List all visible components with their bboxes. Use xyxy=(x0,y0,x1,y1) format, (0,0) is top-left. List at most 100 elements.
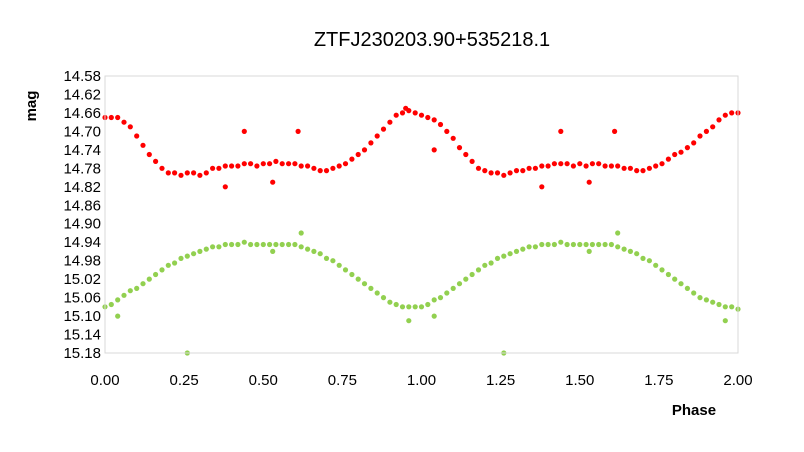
data-point xyxy=(596,161,602,167)
data-point xyxy=(330,165,336,171)
data-point xyxy=(184,253,190,259)
data-point xyxy=(412,110,418,116)
data-points xyxy=(102,105,741,356)
data-point xyxy=(570,163,577,169)
data-point xyxy=(134,285,140,291)
data-point xyxy=(678,281,684,287)
data-point xyxy=(403,105,409,111)
data-point xyxy=(229,241,235,248)
y-tick-label: 14.78 xyxy=(63,160,101,177)
data-point xyxy=(678,149,684,155)
data-point xyxy=(577,161,583,167)
data-point xyxy=(615,244,621,250)
data-point xyxy=(659,161,665,167)
data-point xyxy=(612,128,618,134)
data-point xyxy=(178,255,184,261)
data-point xyxy=(270,179,276,185)
data-point xyxy=(703,297,710,303)
data-point xyxy=(520,246,526,252)
data-point xyxy=(267,161,273,167)
data-point xyxy=(165,170,171,176)
data-point xyxy=(374,290,380,296)
data-point xyxy=(229,163,235,169)
data-point xyxy=(640,255,646,261)
data-point xyxy=(456,145,463,151)
data-point xyxy=(115,114,121,121)
data-point xyxy=(317,168,323,174)
y-tick-label: 14.86 xyxy=(63,197,101,214)
data-point xyxy=(431,297,437,303)
data-point xyxy=(349,271,355,278)
data-point xyxy=(627,165,634,171)
data-point xyxy=(482,168,488,174)
data-point xyxy=(146,276,152,282)
data-point xyxy=(336,163,342,169)
data-point xyxy=(260,241,266,248)
data-point xyxy=(115,297,121,303)
data-point xyxy=(203,246,209,252)
series-1 xyxy=(102,105,741,190)
data-point xyxy=(437,295,444,301)
data-point xyxy=(710,299,716,305)
data-point xyxy=(121,119,127,125)
data-point xyxy=(305,246,311,252)
data-point xyxy=(475,267,482,273)
data-point xyxy=(361,281,368,287)
data-point xyxy=(241,239,247,245)
data-point xyxy=(387,299,393,305)
data-point xyxy=(691,290,697,296)
data-point xyxy=(539,163,545,169)
data-point xyxy=(729,110,735,116)
data-point xyxy=(127,288,133,294)
data-point xyxy=(716,301,722,308)
data-point xyxy=(539,241,545,248)
y-tick-label: 14.94 xyxy=(63,234,101,251)
data-point xyxy=(323,168,330,174)
x-tick-label: 1.00 xyxy=(407,372,436,389)
data-point xyxy=(634,168,640,174)
data-point xyxy=(298,244,304,250)
data-point xyxy=(267,241,273,248)
data-point xyxy=(393,301,399,308)
x-tick-label: 0.00 xyxy=(90,372,119,389)
data-point xyxy=(270,248,276,254)
data-point xyxy=(374,133,380,139)
data-point xyxy=(330,258,336,264)
data-point xyxy=(153,271,159,278)
data-point xyxy=(146,151,152,158)
y-tick-label: 14.90 xyxy=(63,216,101,233)
data-point xyxy=(368,140,374,146)
data-point xyxy=(159,165,165,171)
data-point xyxy=(273,241,279,248)
x-axis-label: Phase xyxy=(672,402,716,419)
data-point xyxy=(115,313,121,319)
y-tick-label: 14.62 xyxy=(63,86,101,103)
y-tick-label: 15.06 xyxy=(63,290,101,307)
data-point xyxy=(159,267,165,273)
data-point xyxy=(475,165,482,171)
data-point xyxy=(621,246,627,252)
data-point xyxy=(210,165,216,171)
data-point xyxy=(121,292,127,298)
plot-area-frame xyxy=(104,75,739,354)
data-point xyxy=(431,313,437,319)
data-point xyxy=(665,271,672,278)
data-point xyxy=(501,172,507,178)
data-point xyxy=(722,318,728,324)
data-point xyxy=(722,112,728,118)
data-point xyxy=(558,128,564,134)
data-point xyxy=(494,255,501,261)
data-point xyxy=(197,248,203,254)
data-point xyxy=(697,295,703,301)
data-point xyxy=(684,145,691,151)
data-point xyxy=(134,133,140,139)
data-point xyxy=(684,285,691,291)
data-point xyxy=(108,114,114,121)
data-point xyxy=(586,179,592,185)
chart-title: ZTFJ230203.90+535218.1 xyxy=(314,29,550,51)
data-point xyxy=(583,241,589,248)
data-point xyxy=(672,151,678,158)
data-point xyxy=(621,165,627,171)
